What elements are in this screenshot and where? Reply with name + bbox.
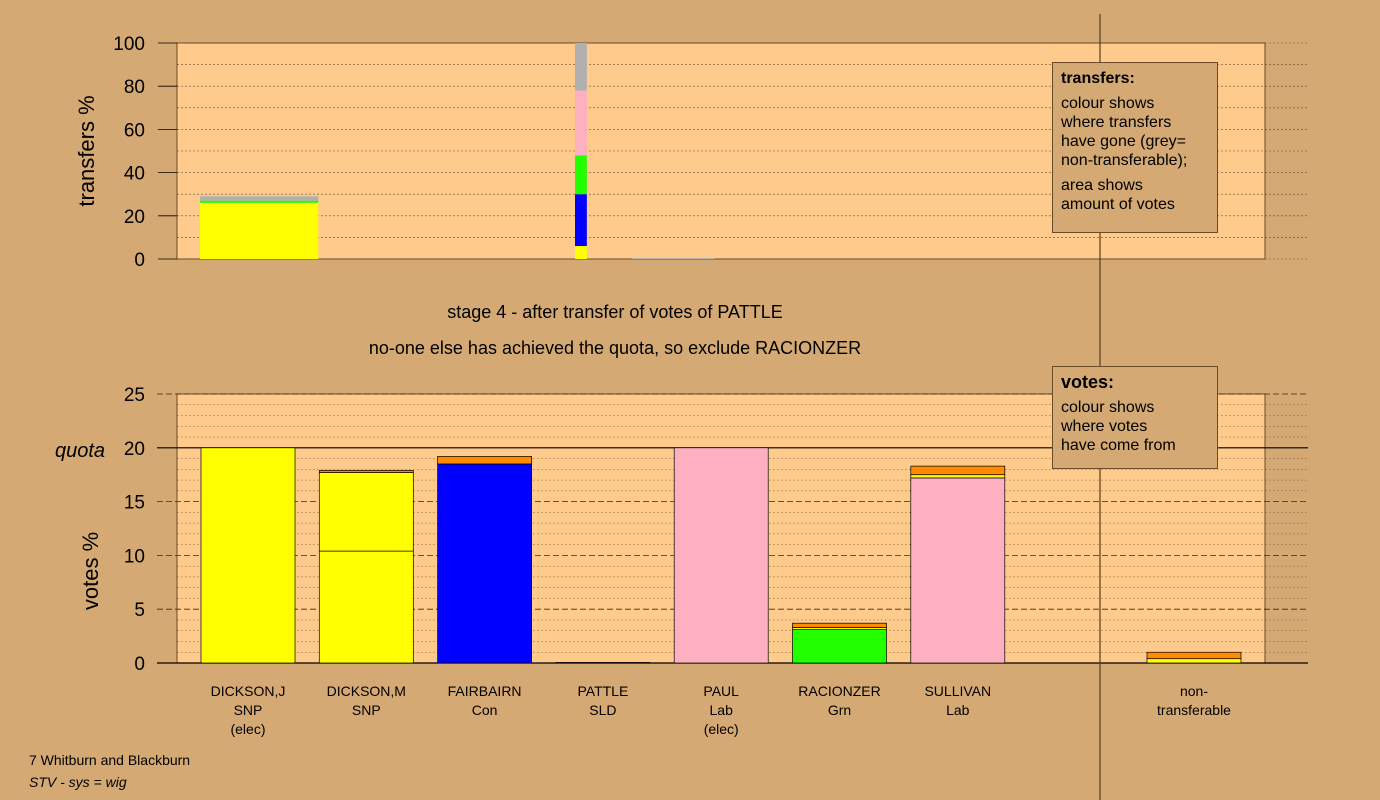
- vote-bar-segment: [318, 470, 414, 473]
- votes-bars: [200, 447, 1242, 664]
- vote-bar-segment: [673, 447, 769, 664]
- stage-subtitle: no-one else has achieved the quota, so e…: [369, 338, 861, 358]
- candidate-name-label: DICKSON,J: [211, 683, 286, 699]
- y-tick-label: 80: [124, 77, 145, 98]
- y-tick-label: 20: [124, 439, 145, 460]
- vote-bar-segment: [437, 456, 532, 465]
- vote-bar-segment: [1146, 658, 1242, 664]
- candidate-name-label: SULLIVAN: [924, 683, 991, 699]
- vote-bar-segment: [910, 477, 1006, 664]
- transfers-legend-text: colour shows where transfers have gone (…: [1061, 95, 1188, 169]
- transfer-bar-segment: [575, 90, 587, 156]
- candidate-name-label: PATTLE: [577, 683, 628, 699]
- votes-chart: 0 5 10 15 20 25 DICKSON,J SNP (elec) DICKSON,M SN…: [55, 385, 1308, 737]
- y-tick-label: 100: [113, 34, 145, 55]
- vote-bar-segment: [1146, 651, 1242, 660]
- transfer-bar-segment: [631, 258, 715, 259]
- transfers-legend-text: area shows amount of votes: [1061, 177, 1175, 213]
- vote-bar-segment: [910, 474, 1006, 479]
- candidate-labels: DICKSON,J SNP (elec) DICKSON,M SNP FAIRBAIRN C…: [211, 683, 1232, 737]
- transfer-bar-segment: [200, 196, 319, 201]
- non-transferable-label: non-: [1180, 683, 1208, 699]
- transfer-bar-segment: [200, 202, 319, 259]
- vote-bar-segment: [910, 465, 1006, 476]
- vote-bar-segment: [792, 629, 887, 664]
- votes-legend: votes: colour shows where votes have com…: [1052, 366, 1218, 469]
- y-tick-label: 60: [124, 120, 145, 141]
- transfers-gridlines: [177, 42, 1308, 260]
- candidate-party-label: Grn: [828, 702, 851, 718]
- y-tick-label: 10: [124, 546, 145, 567]
- vote-bar-segment: [318, 550, 414, 664]
- transfer-bar-segment: [575, 43, 587, 91]
- non-transferable-label: transferable: [1157, 702, 1231, 718]
- candidate-status-label: (elec): [704, 721, 739, 737]
- votes-legend-text: colour shows where votes have come from: [1061, 399, 1176, 454]
- candidate-party-label: SNP: [234, 702, 263, 718]
- candidate-party-label: SNP: [352, 702, 381, 718]
- y-tick-label: 0: [134, 654, 145, 675]
- system-label: STV - sys = wig: [29, 774, 127, 790]
- vote-bar-segment: [792, 622, 887, 628]
- y-tick-label: 40: [124, 164, 145, 185]
- votes-legend-title: votes:: [1061, 372, 1115, 392]
- stage-title: stage 4 - after transfer of votes of PAT…: [447, 302, 782, 322]
- candidate-name-label: RACIONZER: [798, 683, 880, 699]
- y-tick-label: 5: [134, 600, 145, 621]
- transfer-bar-segment: [575, 194, 587, 247]
- candidate-name-label: PAUL: [703, 683, 739, 699]
- votes-y-axis-label: votes %: [78, 532, 103, 610]
- y-tick-label: 20: [124, 207, 145, 228]
- constituency-name: 7 Whitburn and Blackburn: [29, 752, 191, 768]
- transfers-y-ticks: 0 20 40 60 80 100: [113, 34, 177, 271]
- transfers-legend-title: transfers:: [1061, 70, 1135, 87]
- transfer-bar-segment: [575, 246, 587, 259]
- transfer-bar-segment: [575, 155, 587, 195]
- vote-bar-segment: [437, 463, 532, 664]
- vote-bar-segment: [318, 472, 414, 552]
- transfers-bars: [200, 43, 715, 259]
- y-tick-label: 15: [124, 493, 145, 514]
- candidate-name-label: DICKSON,M: [327, 683, 406, 699]
- candidate-party-label: Lab: [946, 702, 970, 718]
- candidate-status-label: (elec): [230, 721, 265, 737]
- y-tick-label: 25: [124, 385, 145, 406]
- transfer-bar-segment: [200, 200, 319, 203]
- candidate-party-label: SLD: [589, 702, 616, 718]
- transfers-legend: transfers: colour shows where transfers …: [1052, 62, 1218, 233]
- votes-y-ticks: 0 5 10 15 20 25: [124, 385, 145, 675]
- vote-bar-segment: [200, 447, 296, 664]
- y-tick-label: 0: [134, 250, 145, 271]
- quota-label: quota: [55, 440, 105, 462]
- candidate-name-label: FAIRBAIRN: [448, 683, 522, 699]
- transfers-y-axis-label: transfers %: [74, 95, 99, 206]
- vote-bar-segment: [555, 662, 651, 664]
- candidate-party-label: Lab: [710, 702, 734, 718]
- candidate-party-label: Con: [472, 702, 498, 718]
